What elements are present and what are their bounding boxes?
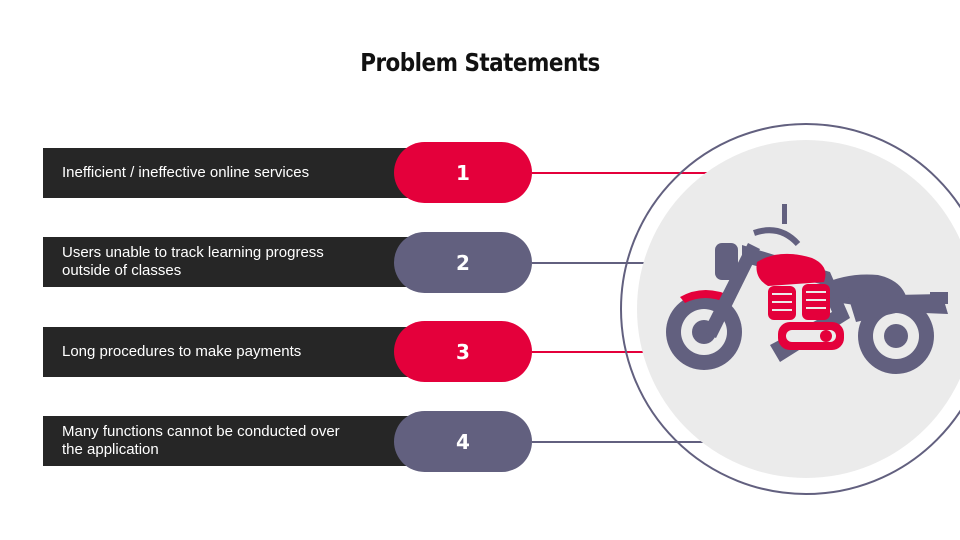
inner-circle: [637, 140, 960, 478]
number-pill-2: 2: [394, 232, 532, 293]
number-label-4: 4: [456, 429, 470, 454]
motorcycle-icon: [666, 204, 948, 374]
number-label-2: 2: [456, 250, 470, 275]
number-pill-3: 3: [394, 321, 532, 382]
connector-line-2: [532, 262, 653, 264]
problem-bar-3: Long procedures to make payments: [43, 327, 423, 377]
connector-line-1: [532, 172, 714, 174]
problem-bar-4: Many functions cannot be conducted over …: [43, 416, 423, 466]
problem-text-2: Users unable to track learning progress …: [62, 244, 324, 279]
page-title: Problem Statements: [360, 48, 600, 77]
number-pill-1: 1: [394, 142, 532, 203]
problem-bar-1: Inefficient / ineffective online service…: [43, 148, 423, 198]
problem-text-3: Long procedures to make payments: [62, 343, 302, 360]
problem-bar-2: Users unable to track learning progress …: [43, 237, 423, 287]
number-pill-4: 4: [394, 411, 532, 472]
problem-text-1: Inefficient / ineffective online service…: [62, 164, 310, 181]
outer-ring: [620, 123, 960, 495]
connector-line-3: [532, 351, 653, 353]
number-label-1: 1: [456, 160, 470, 185]
problem-text-4: Many functions cannot be conducted over …: [62, 423, 340, 458]
connector-line-4: [532, 441, 714, 443]
number-label-3: 3: [456, 339, 470, 364]
